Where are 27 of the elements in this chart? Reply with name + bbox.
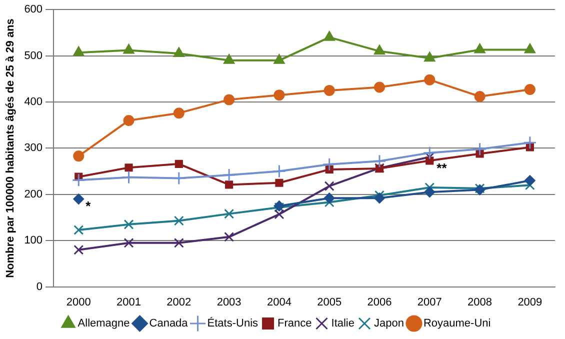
y-tick-label: 400 <box>24 96 43 108</box>
y-tick-label: 500 <box>24 50 43 62</box>
annotation: ** <box>436 160 448 176</box>
x-tick-label: 2005 <box>317 296 342 308</box>
legend-label: Royaume-Uni <box>423 318 491 330</box>
legend-label: Italie <box>331 318 355 330</box>
x-tick-label: 2000 <box>66 296 91 308</box>
annotation: * <box>86 198 92 214</box>
x-tick-label: 2004 <box>266 296 292 308</box>
x-tick-label: 2006 <box>367 296 392 308</box>
x-tick-label: 2009 <box>518 296 542 308</box>
legend-label: Canada <box>149 318 189 330</box>
legend-label: Japon <box>374 318 404 330</box>
y-axis-title: Nombre par 100000 habitants âgés de 25 à 29 ans <box>4 18 17 278</box>
y-tick-label: 300 <box>24 142 43 154</box>
y-tick-label: 200 <box>24 188 43 200</box>
y-tick-label: 600 <box>24 4 43 16</box>
legend-label: Allemagne <box>78 318 130 330</box>
y-tick-label: 0 <box>36 280 43 293</box>
y-tick-label: 100 <box>24 234 43 247</box>
x-tick-label: 2008 <box>468 296 492 308</box>
legend-label: États-Unis <box>207 316 259 330</box>
x-tick-label: 2002 <box>166 296 192 308</box>
x-tick-label: 2001 <box>116 296 142 308</box>
x-tick-label: 2003 <box>216 296 242 308</box>
legend-label: France <box>278 318 312 330</box>
x-tick-label: 2007 <box>417 296 442 308</box>
